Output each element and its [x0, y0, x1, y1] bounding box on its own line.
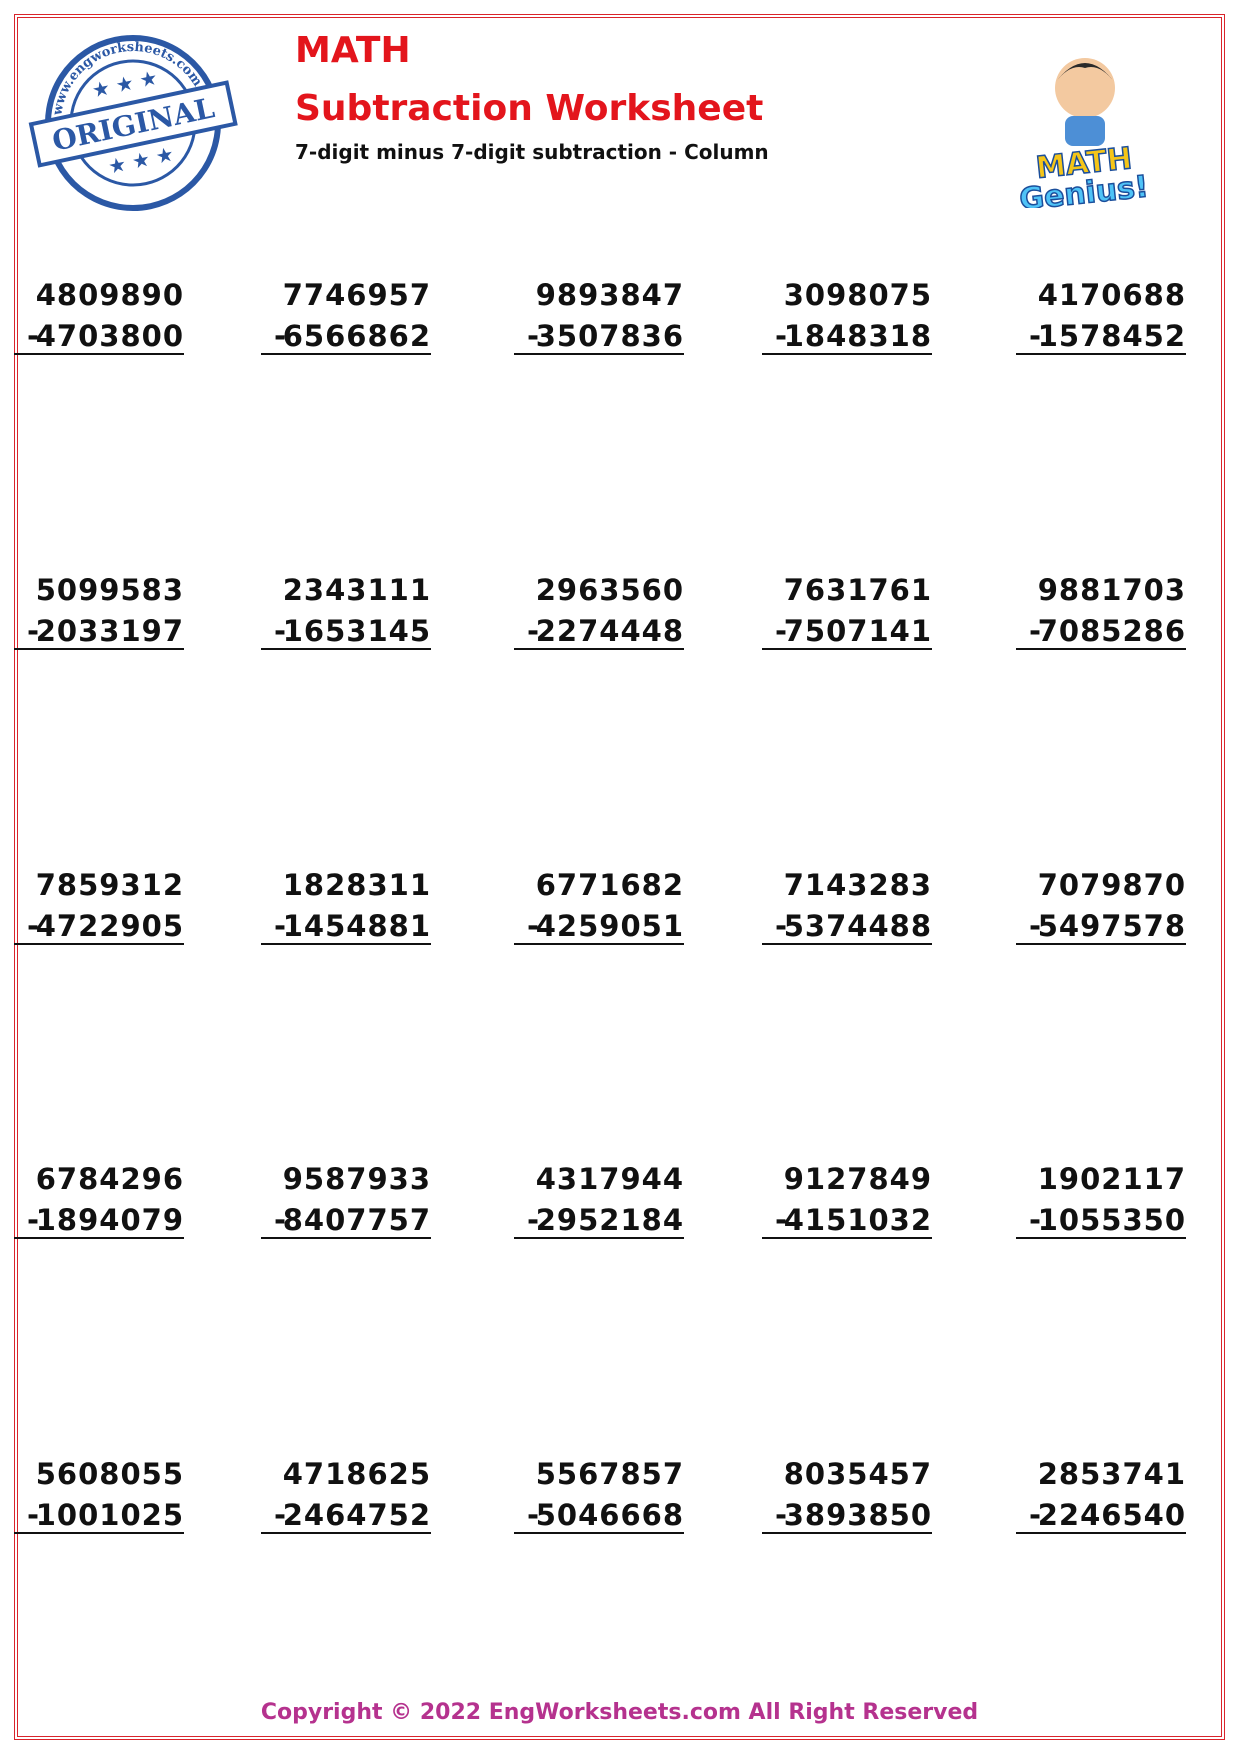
operator: - [27, 319, 40, 353]
operator: - [1029, 909, 1042, 943]
operator: - [27, 909, 40, 943]
subtrahend: 6566862 [261, 319, 431, 355]
minuend: 7079870 [1037, 868, 1186, 902]
minuend: 4170688 [1037, 278, 1186, 312]
subtrahend: 3893850 [762, 1498, 932, 1534]
minuend: 9127849 [783, 1162, 932, 1196]
subtrahend: 5497578 [1016, 909, 1186, 945]
subtrahend: 1894079 [14, 1203, 184, 1239]
minuend: 6771682 [535, 868, 684, 902]
subtrahend: 1653145 [261, 614, 431, 650]
subtrahend: 8407757 [261, 1203, 431, 1239]
operator: - [1029, 614, 1042, 648]
subtrahend: 7085286 [1016, 614, 1186, 650]
minuend: 1828311 [282, 868, 431, 902]
minuend: 9587933 [282, 1162, 431, 1196]
operator: - [1029, 1498, 1042, 1532]
minuend: 7746957 [282, 278, 431, 312]
operator: - [775, 1203, 788, 1237]
subtrahend: 4703800 [14, 319, 184, 355]
subtrahend: 2464752 [261, 1498, 431, 1534]
copyright: Copyright © 2022 EngWorksheets.com All R… [260, 1700, 979, 1725]
operator: - [274, 1498, 287, 1532]
operator: - [775, 909, 788, 943]
subtrahend: 4259051 [514, 909, 684, 945]
title: MATH [295, 30, 411, 71]
page-border [14, 14, 1225, 1740]
minuend: 2963560 [535, 573, 684, 607]
minuend: 6784296 [35, 1162, 184, 1196]
minuend: 9893847 [535, 278, 684, 312]
subtrahend: 1848318 [762, 319, 932, 355]
operator: - [1029, 1203, 1042, 1237]
operator: - [527, 319, 540, 353]
operator: - [274, 909, 287, 943]
subtrahend: 1001025 [14, 1498, 184, 1534]
minuend: 5567857 [535, 1457, 684, 1491]
minuend: 4718625 [282, 1457, 431, 1491]
operator: - [274, 1203, 287, 1237]
description: 7-digit minus 7-digit subtraction - Colu… [295, 140, 769, 164]
operator: - [1029, 319, 1042, 353]
operator: - [27, 1498, 40, 1532]
operator: - [775, 614, 788, 648]
operator: - [527, 1203, 540, 1237]
minuend: 3098075 [783, 278, 932, 312]
operator: - [775, 319, 788, 353]
minuend: 7143283 [783, 868, 932, 902]
minuend: 8035457 [783, 1457, 932, 1491]
subtrahend: 5374488 [762, 909, 932, 945]
operator: - [527, 614, 540, 648]
subtrahend: 2274448 [514, 614, 684, 650]
subtrahend: 1578452 [1016, 319, 1186, 355]
subtrahend: 2033197 [14, 614, 184, 650]
minuend: 7631761 [783, 573, 932, 607]
operator: - [527, 909, 540, 943]
subtrahend: 3507836 [514, 319, 684, 355]
minuend: 4809890 [35, 278, 184, 312]
operator: - [274, 319, 287, 353]
minuend: 1902117 [1037, 1162, 1186, 1196]
minuend: 2343111 [282, 573, 431, 607]
subtrahend: 1055350 [1016, 1203, 1186, 1239]
minuend: 4317944 [535, 1162, 684, 1196]
subtrahend: 5046668 [514, 1498, 684, 1534]
operator: - [27, 1203, 40, 1237]
operator: - [27, 614, 40, 648]
subtitle: Subtraction Worksheet [295, 88, 764, 129]
minuend: 7859312 [35, 868, 184, 902]
subtrahend: 2952184 [514, 1203, 684, 1239]
minuend: 5099583 [35, 573, 184, 607]
subtrahend: 2246540 [1016, 1498, 1186, 1534]
subtrahend: 7507141 [762, 614, 932, 650]
minuend: 2853741 [1037, 1457, 1186, 1491]
subtrahend: 1454881 [261, 909, 431, 945]
operator: - [274, 614, 287, 648]
operator: - [775, 1498, 788, 1532]
logo: MATH Genius! [1017, 58, 1151, 208]
stamp: www.engworksheets.com ORIGINAL ★ ★ ★ ★ ★… [28, 28, 238, 211]
minuend: 5608055 [35, 1457, 184, 1491]
subtrahend: 4722905 [14, 909, 184, 945]
minuend: 9881703 [1037, 573, 1186, 607]
subtrahend: 4151032 [762, 1203, 932, 1239]
operator: - [527, 1498, 540, 1532]
